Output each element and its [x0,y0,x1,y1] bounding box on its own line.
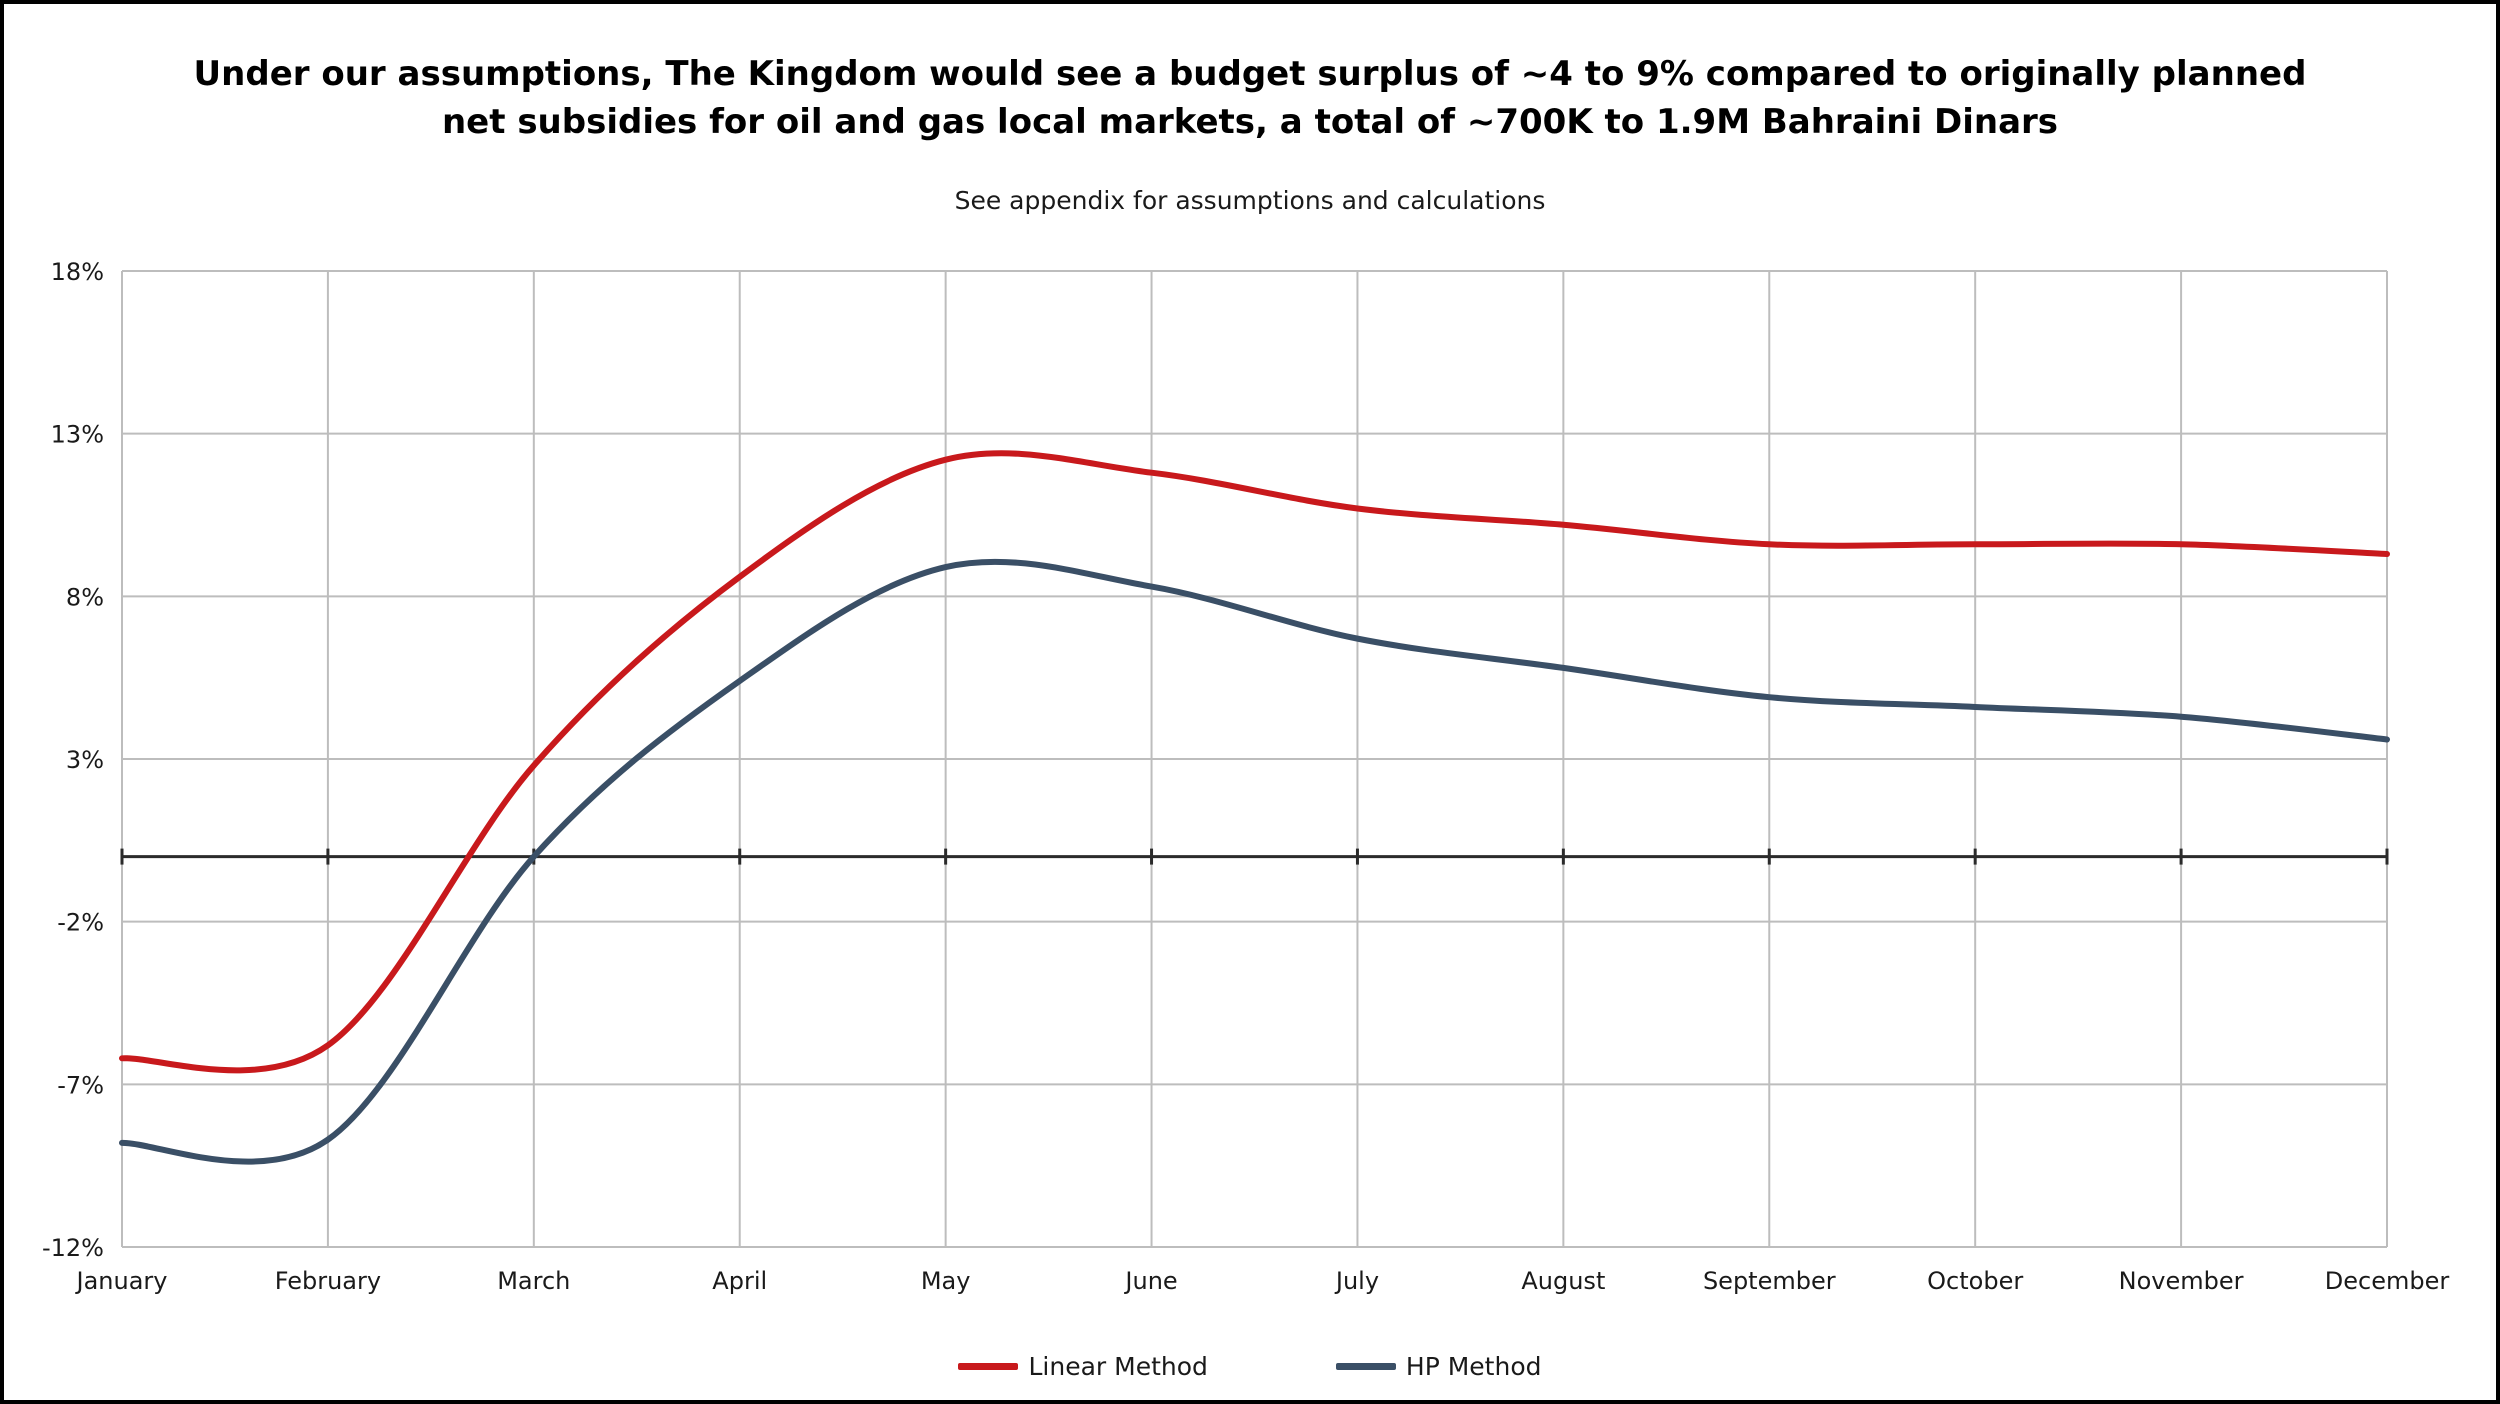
x-tick-label: October [1927,1267,2023,1295]
legend-item-linear: Linear Method [958,1351,1208,1381]
chart-title-line-2: net subsidies for oil and gas local mark… [441,102,2059,142]
y-tick-label: 18% [51,258,104,286]
x-tick-label: March [497,1267,570,1295]
x-tick-label: December [2325,1267,2450,1295]
tick-layer: 18% 13% 8% 3% -2% -7% -12% January February March… [42,258,2449,1295]
legend-swatch-linear [958,1362,1019,1370]
series-line-hp-method [119,558,2390,1165]
legend-label-linear: Linear Method [1028,1351,1208,1381]
x-tick-label: February [275,1267,381,1295]
grid-layer [120,270,2389,1248]
y-tick-label: 13% [51,421,104,449]
y-tick-label: 8% [66,583,104,611]
legend-swatch-hp [1335,1362,1396,1370]
x-tick-label: August [1521,1267,1605,1295]
x-tick-label: July [1334,1267,1379,1295]
chart-title-line-1: Under our assumptions, The Kingdom would… [193,54,2307,94]
series-layer [119,450,2390,1165]
x-tick-label: January [75,1267,168,1295]
x-tick-label: September [1703,1267,1836,1295]
x-tick-label: April [712,1267,767,1295]
chart-subtitle: See appendix for assumptions and calcula… [954,186,1546,215]
y-tick-label: -12% [42,1234,104,1262]
series-line-linear-method [119,450,2390,1074]
x-tick-label: June [1123,1267,1177,1295]
legend-label-hp: HP Method [1405,1351,1542,1381]
legend: Linear Method HP Method [0,1346,2500,1386]
x-tick-label: November [2119,1267,2244,1295]
y-tick-label: -7% [57,1071,104,1099]
y-tick-label: 3% [66,746,104,774]
legend-item-hp: HP Method [1335,1351,1542,1381]
chart-title: Under our assumptions, The Kingdom would… [0,50,2500,146]
x-tick-label: May [921,1267,971,1295]
y-tick-label: -2% [57,909,104,937]
